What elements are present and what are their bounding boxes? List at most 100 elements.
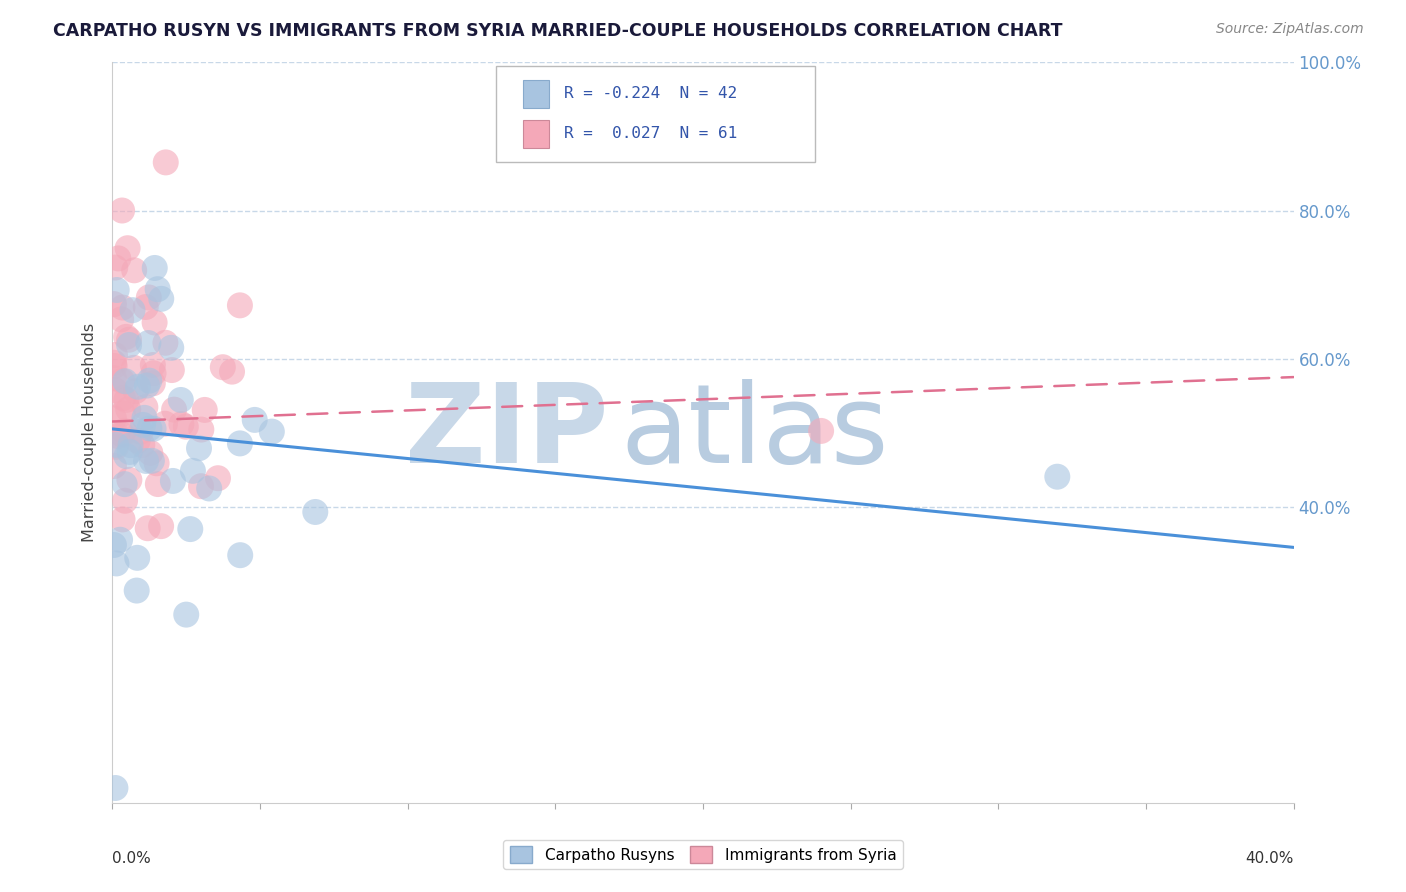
Point [111, 391, 134, 405]
Point [103, 371, 125, 385]
Point [104, 383, 127, 397]
Point [170, 392, 193, 407]
Point [138, 290, 160, 304]
Point [121, 303, 143, 318]
Point [104, 359, 127, 373]
Point [229, 298, 252, 312]
Point [124, 384, 146, 398]
Point [104, 780, 127, 795]
Point [103, 538, 125, 552]
Point [118, 338, 141, 352]
Point [105, 440, 128, 454]
Point [114, 493, 136, 508]
Point [155, 155, 177, 169]
Legend: Carpatho Rusyns, Immigrants from Syria: Carpatho Rusyns, Immigrants from Syria [503, 840, 903, 869]
Point [136, 521, 159, 535]
Point [111, 407, 134, 421]
FancyBboxPatch shape [523, 120, 550, 148]
Point [810, 424, 832, 438]
Text: atlas: atlas [620, 379, 889, 486]
Point [115, 449, 138, 463]
Point [111, 301, 134, 315]
Point [134, 400, 156, 414]
Point [211, 360, 233, 375]
Point [145, 456, 167, 470]
Point [105, 438, 128, 452]
Point [198, 482, 221, 496]
Point [112, 424, 135, 438]
Point [142, 366, 165, 380]
Point [103, 411, 125, 425]
Point [134, 410, 156, 425]
Point [143, 260, 166, 275]
Point [111, 512, 134, 526]
Point [104, 260, 127, 275]
Point [122, 263, 145, 277]
Point [114, 477, 136, 491]
Point [115, 330, 138, 344]
Point [103, 297, 125, 311]
Point [143, 316, 166, 330]
Point [170, 417, 193, 432]
Point [125, 583, 148, 598]
Point [142, 358, 165, 372]
Point [114, 374, 136, 388]
Point [105, 557, 128, 571]
Point [103, 458, 125, 473]
Point [118, 445, 141, 459]
Point [135, 454, 157, 468]
Point [129, 425, 152, 439]
Point [110, 312, 132, 326]
Point [136, 378, 159, 392]
Point [190, 479, 212, 493]
Point [221, 365, 243, 379]
Point [138, 421, 160, 435]
Point [135, 300, 157, 314]
Point [141, 454, 163, 468]
Point [117, 402, 139, 417]
Point [146, 282, 169, 296]
Point [111, 374, 134, 388]
Point [150, 519, 173, 533]
Point [243, 413, 266, 427]
Point [163, 402, 186, 417]
Point [174, 419, 197, 434]
FancyBboxPatch shape [496, 66, 815, 162]
Text: R =  0.027  N = 61: R = 0.027 N = 61 [564, 127, 737, 142]
Point [122, 360, 145, 375]
Point [131, 438, 153, 452]
Point [132, 417, 155, 432]
Point [1046, 469, 1069, 483]
Text: Source: ZipAtlas.com: Source: ZipAtlas.com [1216, 22, 1364, 37]
Point [194, 403, 217, 417]
Point [162, 474, 184, 488]
Point [160, 363, 183, 377]
Y-axis label: Married-couple Households: Married-couple Households [82, 323, 97, 542]
Point [190, 423, 212, 437]
Point [142, 376, 165, 391]
Point [188, 442, 211, 456]
Point [260, 425, 283, 439]
Point [107, 252, 129, 266]
Point [139, 446, 162, 460]
Point [118, 333, 141, 347]
Point [304, 505, 326, 519]
Point [105, 283, 128, 297]
Point [103, 356, 125, 370]
Point [115, 392, 138, 407]
Text: 0.0%: 0.0% [112, 851, 152, 866]
Point [118, 473, 141, 487]
Point [150, 292, 173, 306]
Point [146, 477, 169, 491]
Point [127, 434, 149, 448]
Point [138, 336, 160, 351]
Point [160, 341, 183, 355]
Text: 40.0%: 40.0% [1246, 851, 1294, 866]
Point [229, 436, 252, 450]
FancyBboxPatch shape [523, 80, 550, 108]
Text: CARPATHO RUSYN VS IMMIGRANTS FROM SYRIA MARRIED-COUPLE HOUSEHOLDS CORRELATION CH: CARPATHO RUSYN VS IMMIGRANTS FROM SYRIA … [53, 22, 1063, 40]
Point [174, 607, 197, 622]
Point [127, 380, 149, 394]
Point [117, 241, 139, 255]
Point [120, 438, 142, 452]
